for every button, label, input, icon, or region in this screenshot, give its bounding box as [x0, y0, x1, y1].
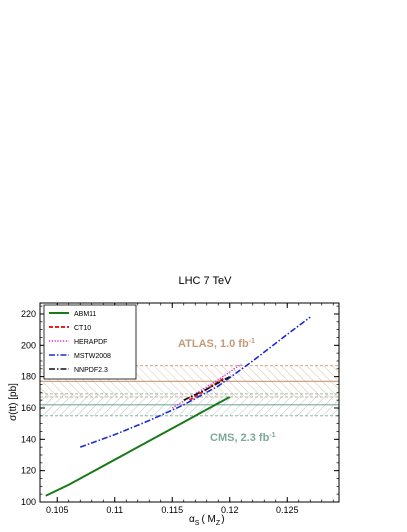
y-tick-label: 180 [21, 372, 36, 382]
legend-item: HERAPDF [49, 339, 107, 346]
y-tick-label: 160 [21, 403, 36, 413]
series-line-herapdf [171, 363, 242, 409]
band-label-atlas-text: ATLAS, 1.0 fb [178, 338, 249, 350]
plot-frame [39, 302, 340, 503]
y-tick-label: 200 [21, 340, 36, 350]
y-axis-label: σ(tt) [pb] [8, 383, 19, 421]
x-tick-label: 0.105 [46, 505, 69, 515]
y-tick-label: 220 [21, 309, 36, 319]
x-tick-label: 0.115 [161, 505, 183, 515]
legend-label: HERAPDF [74, 339, 107, 346]
legend-label: ABM11 [74, 311, 97, 318]
bands-layer [40, 365, 339, 417]
x-axis-label: αS( MZ) [189, 514, 225, 527]
x-axis-label-close: ) [221, 514, 224, 525]
legend-item: ABM11 [49, 311, 97, 318]
x-tick-label: 0.11 [106, 505, 123, 515]
x-axis-label-alpha: α [189, 514, 195, 525]
legend-item: CT10 [49, 325, 91, 332]
legend-item: NNPDF2.3 [49, 367, 108, 374]
series-layer [45, 316, 311, 497]
y-tick-label: 120 [21, 466, 36, 476]
legend-label: NNPDF2.3 [74, 367, 108, 374]
band-cms [40, 393, 339, 417]
band-label-atlas-sup: -1 [249, 338, 255, 345]
series-line-abm11 [45, 396, 231, 497]
legend-box [43, 304, 137, 380]
y-tick-label: 140 [21, 434, 36, 444]
y-tick-label: 100 [21, 497, 36, 507]
y-axis: 100 120 140 160 180 200 220 [21, 305, 339, 507]
band-label-atlas: ATLAS, 1.0 fb-1 [178, 338, 255, 350]
x-axis-label-paren: ( M [201, 514, 215, 525]
legend-label: MSTW2008 [74, 353, 111, 360]
x-tick-label: 0.125 [276, 505, 299, 515]
chart-title: LHC 7 TeV [179, 275, 233, 287]
x-axis-label-paren-sub: Z [216, 520, 221, 527]
band-label-cms-text: CMS, 2.3 fb [210, 432, 270, 444]
series-line-mstw2008 [79, 316, 311, 448]
x-tick-label: 0.12 [221, 505, 239, 515]
band-label-cms: CMS, 2.3 fb-1 [210, 432, 276, 444]
series-line-nnpdf2-3 [183, 375, 231, 401]
legend: ABM11 CT10 HERAPDF MSTW2008 NNPDF2.3 [43, 304, 137, 380]
band-label-cms-sup: -1 [269, 432, 275, 439]
legend-label: CT10 [74, 325, 91, 332]
legend-item: MSTW2008 [49, 353, 111, 360]
x-axis-label-sub: S [195, 520, 200, 527]
